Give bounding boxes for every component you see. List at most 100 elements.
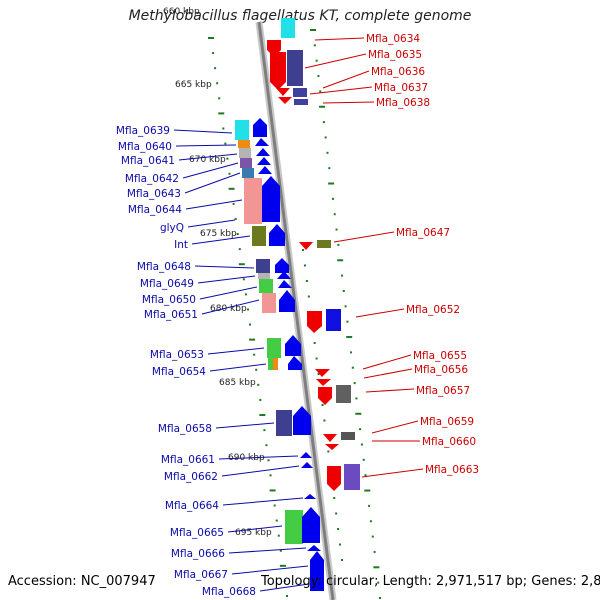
reverse-gene-arrow[interactable] bbox=[327, 466, 341, 491]
reverse-gene-arrow[interactable] bbox=[278, 97, 292, 104]
gene-label[interactable]: Mfla_0637 bbox=[374, 82, 428, 94]
kbp-label: 695 kbp bbox=[235, 528, 272, 538]
gene-label[interactable]: Mfla_0653 bbox=[150, 349, 204, 361]
gene-label[interactable]: Mfla_0664 bbox=[165, 500, 219, 512]
gene-label[interactable]: Mfla_0662 bbox=[164, 471, 218, 483]
gene-block[interactable] bbox=[252, 226, 266, 246]
gene-block[interactable] bbox=[268, 358, 273, 370]
gene-label[interactable]: Mfla_0639 bbox=[116, 125, 170, 137]
gene-label[interactable]: Mfla_0655 bbox=[413, 350, 467, 362]
gene-block[interactable] bbox=[267, 338, 281, 358]
gene-block[interactable] bbox=[240, 158, 252, 168]
gene-label[interactable]: Mfla_0656 bbox=[414, 364, 468, 376]
gene-block[interactable] bbox=[273, 358, 278, 370]
forward-gene-arrow[interactable] bbox=[302, 507, 320, 543]
tick-mark bbox=[362, 458, 365, 461]
gene-label[interactable]: Mfla_0649 bbox=[140, 278, 194, 290]
gene-label[interactable]: Mfla_0634 bbox=[366, 33, 420, 45]
gene-label[interactable]: Mfla_0665 bbox=[170, 527, 224, 539]
reverse-gene-arrow[interactable] bbox=[318, 387, 332, 405]
reverse-gene-arrow[interactable] bbox=[316, 379, 331, 386]
gene-label[interactable]: Mfla_0638 bbox=[376, 97, 430, 109]
forward-gene-arrow[interactable] bbox=[269, 224, 285, 246]
gene-block[interactable] bbox=[326, 309, 341, 331]
reverse-gene-arrow[interactable] bbox=[323, 434, 337, 442]
forward-gene-arrow[interactable] bbox=[288, 356, 302, 364]
gene-label[interactable]: Mfla_0658 bbox=[158, 423, 212, 435]
gene-block[interactable] bbox=[293, 88, 307, 97]
tick-mark bbox=[238, 263, 245, 266]
gene-block[interactable] bbox=[294, 99, 308, 105]
reverse-gene-arrow[interactable] bbox=[307, 311, 322, 333]
forward-gene-arrow[interactable] bbox=[279, 290, 295, 312]
gene-block[interactable] bbox=[275, 265, 289, 273]
gene-label[interactable]: Mfla_0650 bbox=[142, 294, 196, 306]
forward-gene-arrow[interactable] bbox=[255, 138, 269, 146]
gene-block[interactable] bbox=[281, 18, 295, 38]
forward-gene-arrow[interactable] bbox=[293, 406, 311, 435]
gene-block[interactable] bbox=[253, 125, 267, 137]
forward-gene-arrow[interactable] bbox=[304, 494, 316, 499]
gene-block[interactable] bbox=[244, 178, 262, 224]
gene-block[interactable] bbox=[258, 273, 270, 279]
gene-block[interactable] bbox=[235, 120, 249, 140]
forward-gene-arrow[interactable] bbox=[257, 157, 271, 165]
forward-gene-arrow[interactable] bbox=[253, 118, 267, 125]
gene-label[interactable]: Mfla_0667 bbox=[174, 569, 228, 581]
gene-block[interactable] bbox=[285, 510, 303, 544]
forward-gene-arrow[interactable] bbox=[285, 335, 301, 356]
reverse-gene-arrow[interactable] bbox=[299, 242, 313, 250]
gene-label[interactable]: Mfla_0660 bbox=[422, 436, 476, 448]
gene-label[interactable]: Mfla_0642 bbox=[125, 173, 179, 185]
forward-gene-arrow[interactable] bbox=[307, 545, 321, 551]
gene-label[interactable]: Mfla_0657 bbox=[416, 385, 470, 397]
forward-gene-arrow[interactable] bbox=[300, 452, 312, 458]
gene-block[interactable] bbox=[288, 364, 302, 370]
forward-gene-arrow[interactable] bbox=[310, 551, 324, 575]
reverse-gene-arrow[interactable] bbox=[270, 52, 286, 90]
gene-block[interactable] bbox=[259, 279, 273, 293]
gene-label[interactable]: Mfla_0659 bbox=[420, 416, 474, 428]
reverse-gene-arrow[interactable] bbox=[276, 88, 290, 96]
gene-label[interactable]: Mfla_0643 bbox=[127, 188, 181, 200]
gene-label[interactable]: Mfla_0640 bbox=[118, 141, 172, 153]
gene-block[interactable] bbox=[256, 259, 270, 273]
gene-label[interactable]: Mfla_0654 bbox=[152, 366, 206, 378]
reverse-gene-arrow[interactable] bbox=[325, 444, 339, 450]
forward-gene-arrow[interactable] bbox=[301, 462, 313, 468]
forward-gene-arrow[interactable] bbox=[262, 176, 280, 222]
gene-label[interactable]: Mfla_0651 bbox=[144, 309, 198, 321]
gene-label[interactable]: Mfla_0635 bbox=[368, 49, 422, 61]
gene-label[interactable]: Int bbox=[174, 239, 188, 251]
gene-label[interactable]: Mfla_0668 bbox=[202, 586, 256, 598]
gene-block[interactable] bbox=[341, 432, 355, 440]
gene-block[interactable] bbox=[336, 385, 351, 403]
tick-mark bbox=[275, 519, 278, 522]
gene-block[interactable] bbox=[242, 168, 254, 178]
gene-block[interactable] bbox=[262, 293, 276, 313]
gene-label[interactable]: glyQ bbox=[160, 222, 184, 234]
forward-gene-arrow[interactable] bbox=[258, 166, 272, 174]
gene-label[interactable]: Mfla_0666 bbox=[171, 548, 225, 560]
gene-block[interactable] bbox=[317, 240, 331, 248]
gene-block[interactable] bbox=[238, 140, 250, 148]
forward-gene-arrow[interactable] bbox=[278, 280, 292, 288]
forward-gene-arrow[interactable] bbox=[275, 258, 289, 265]
gene-label[interactable]: Mfla_0636 bbox=[371, 66, 425, 78]
gene-label[interactable]: Mfla_0644 bbox=[128, 204, 182, 216]
gene-label[interactable]: Mfla_0648 bbox=[137, 261, 191, 273]
map-title: Methylobacillus flagellatus KT, complete… bbox=[128, 8, 472, 24]
gene-label[interactable]: Mfla_0647 bbox=[396, 227, 450, 239]
gene-label[interactable]: Mfla_0661 bbox=[161, 454, 215, 466]
forward-gene-arrow[interactable] bbox=[256, 148, 270, 156]
gene-label[interactable]: Mfla_0641 bbox=[121, 155, 175, 167]
reverse-gene-arrow[interactable] bbox=[315, 369, 330, 377]
gene-block[interactable] bbox=[310, 575, 324, 591]
forward-gene-arrow[interactable] bbox=[277, 271, 291, 279]
gene-label[interactable]: Mfla_0652 bbox=[406, 304, 460, 316]
gene-block[interactable] bbox=[276, 410, 292, 436]
gene-block[interactable] bbox=[239, 148, 251, 158]
gene-block[interactable] bbox=[287, 50, 303, 86]
gene-block[interactable] bbox=[344, 464, 360, 490]
gene-label[interactable]: Mfla_0663 bbox=[425, 464, 479, 476]
